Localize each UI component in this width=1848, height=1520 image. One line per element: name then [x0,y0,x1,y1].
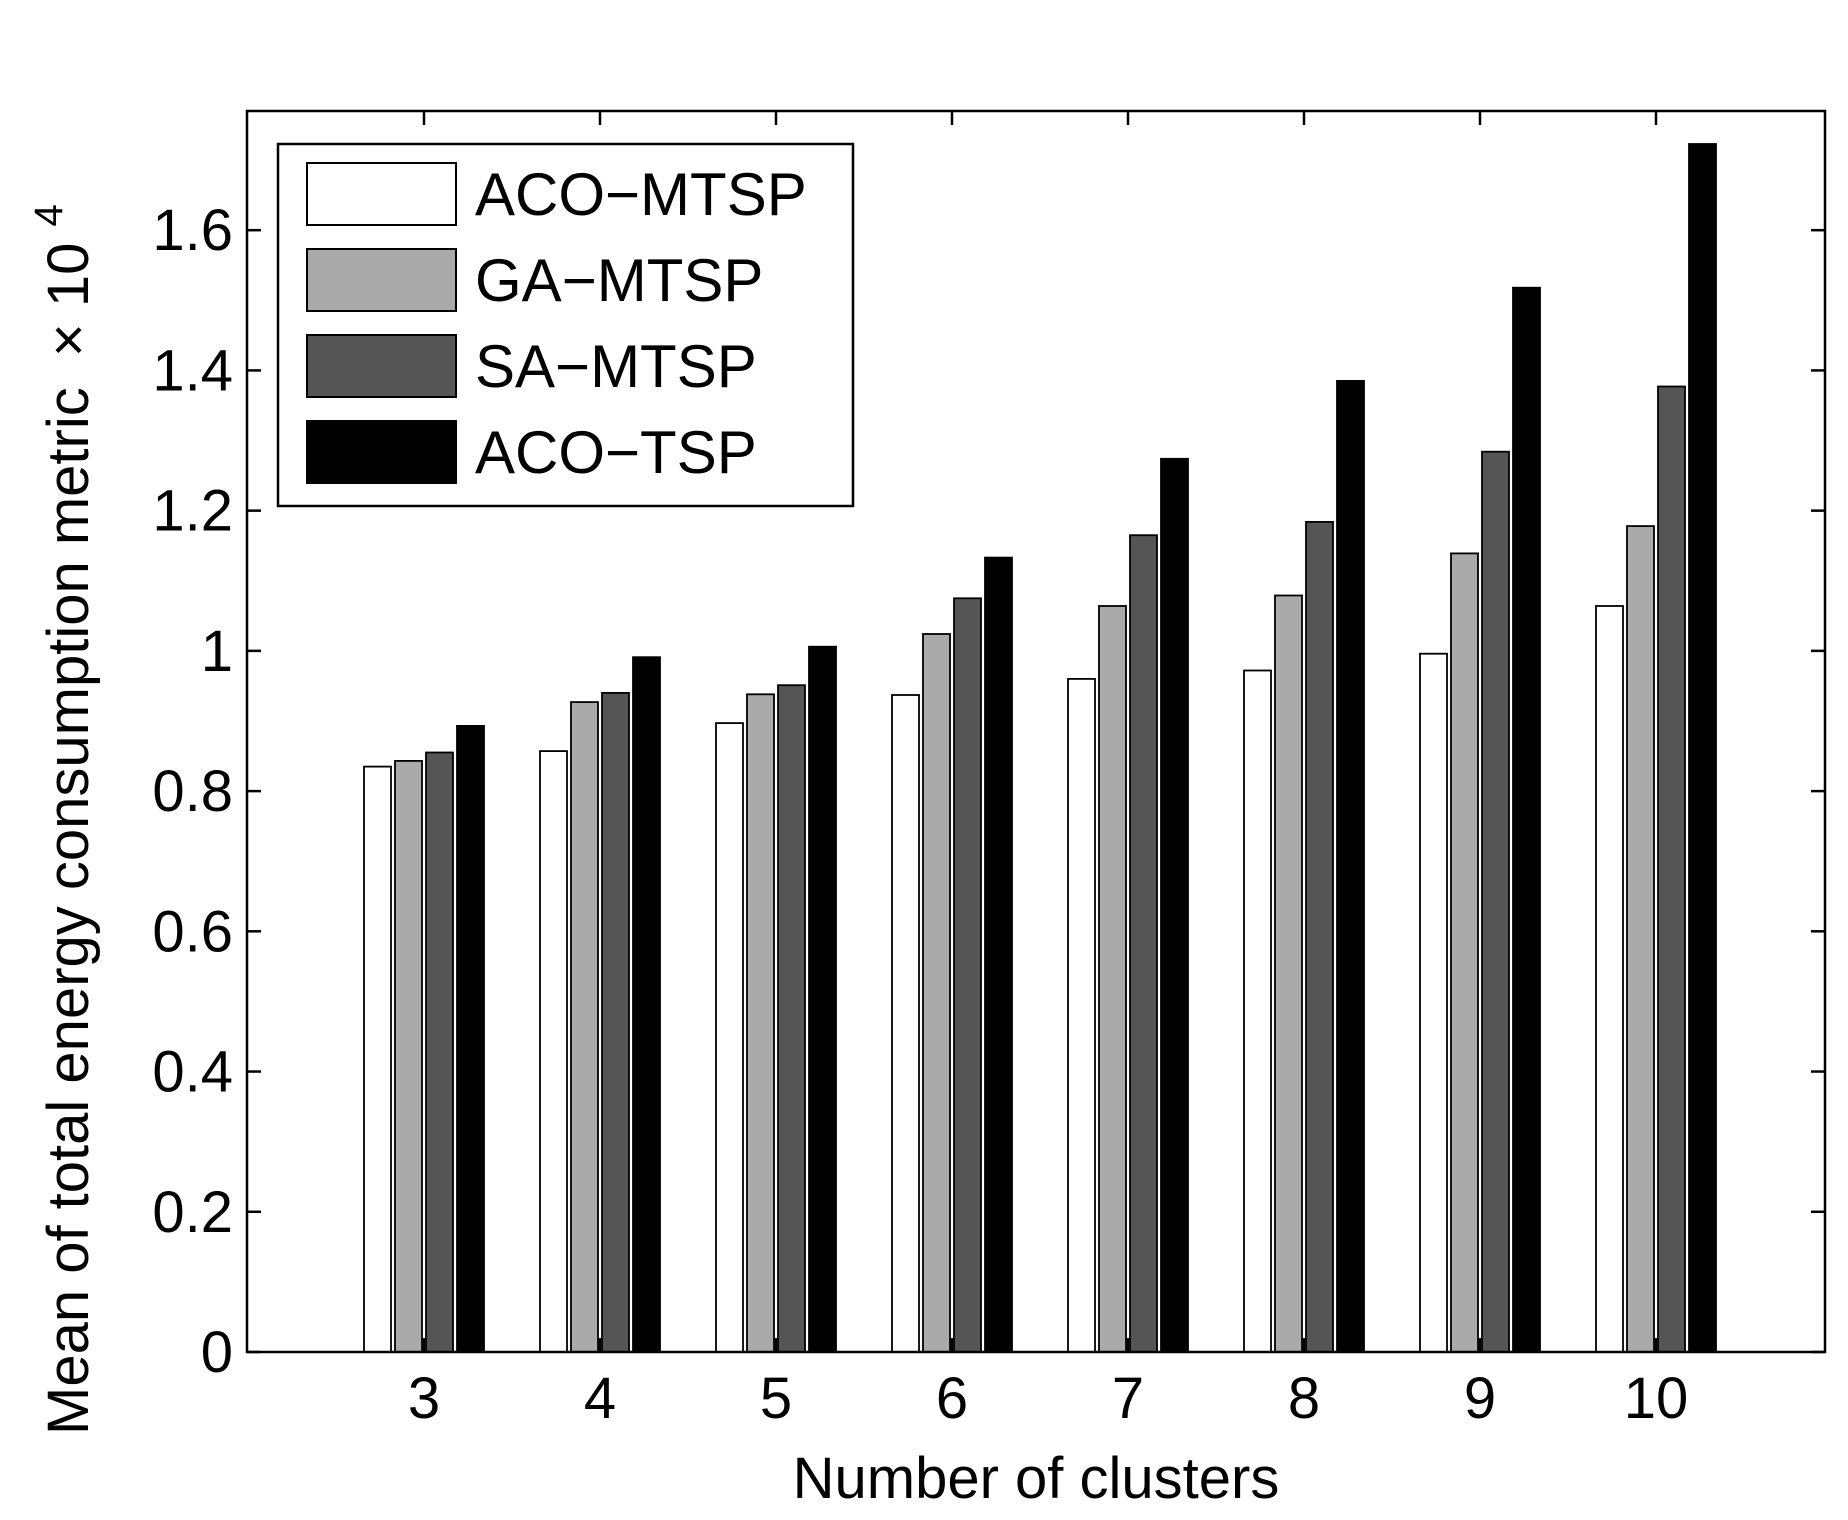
ticks-group [247,111,1825,1354]
y-axis-title-exponent: 4 [27,204,71,226]
bar-aco-tsp-6 [984,556,1013,1353]
bar-aco-tsp-8 [1336,379,1365,1353]
bar-ga-mtsp-6 [922,633,951,1353]
bar-aco-mtsp-4 [539,750,568,1353]
bar-sa-mtsp-7 [1129,534,1158,1353]
bar-sa-mtsp-5 [777,684,806,1353]
y-tick-label: 1.2 [152,479,233,544]
bar-sa-mtsp-10 [1657,385,1686,1353]
x-tick-label: 10 [1624,1366,1689,1431]
x-tick-label: 7 [1112,1366,1144,1431]
y-tick-label: 0.8 [152,759,233,824]
legend-label-sa-mtsp: SA−MTSP [475,333,757,400]
legend-swatch-aco-tsp [306,420,457,484]
bar-sa-mtsp-6 [953,597,982,1353]
plot-frame [245,109,1827,1354]
legend-label-aco-tsp: ACO−TSP [475,419,757,486]
y-axis-title: Mean of total energy consumption metric … [27,204,101,1435]
bar-sa-mtsp-3 [425,751,454,1353]
x-axis-title: Number of clusters [793,1446,1280,1511]
bar-ga-mtsp-4 [570,701,599,1353]
bar-sa-mtsp-9 [1481,450,1510,1353]
bar-sa-mtsp-8 [1305,521,1334,1353]
bar-aco-mtsp-6 [891,694,920,1353]
bar-aco-mtsp-10 [1595,605,1624,1353]
y-tick-label: 1 [201,619,233,684]
legend-swatch-sa-mtsp [306,334,457,398]
y-tick-labels: 0 0.2 0.4 0.6 0.8 1 1.2 1.4 1.6 [152,198,233,1385]
bar-aco-tsp-7 [1160,457,1189,1353]
x-tick-label: 8 [1288,1366,1320,1431]
y-tick-label: 0.6 [152,899,233,964]
x-tick-label: 3 [408,1366,440,1431]
legend-swatch-aco-mtsp [306,162,457,226]
legend-label-aco-mtsp: ACO−MTSP [475,161,807,228]
bar-aco-mtsp-7 [1067,678,1096,1353]
bar-ga-mtsp-5 [746,693,775,1353]
bar-ga-mtsp-3 [394,760,423,1353]
bar-ga-mtsp-8 [1274,594,1303,1353]
bar-aco-mtsp-9 [1419,652,1448,1353]
bar-ga-mtsp-10 [1626,525,1655,1353]
y-tick-label: 0.4 [152,1040,233,1105]
bar-sa-mtsp-4 [601,692,630,1353]
x-tick-label: 6 [936,1366,968,1431]
y-tick-label: 1.6 [152,198,233,263]
y-tick-label: 0 [201,1320,233,1385]
legend-label-ga-mtsp: GA−MTSP [475,247,763,314]
bar-aco-mtsp-5 [715,722,744,1353]
x-tick-labels: 3 4 5 6 7 8 9 10 [408,1366,1688,1431]
bar-aco-tsp-5 [808,645,837,1353]
x-tick-label: 5 [760,1366,792,1431]
bar-aco-mtsp-8 [1243,669,1272,1353]
y-tick-label: 0.2 [152,1180,233,1245]
x-tick-label: 4 [584,1366,616,1431]
bar-ga-mtsp-9 [1450,552,1479,1353]
y-axis-title-multiplier: × 10 [36,243,101,358]
y-tick-label: 1.4 [152,338,233,403]
bar-aco-mtsp-3 [363,765,392,1353]
bar-aco-tsp-3 [456,725,485,1353]
y-axis-title-text: Mean of total energy consumption metric [36,387,101,1435]
x-tick-label: 9 [1464,1366,1496,1431]
bar-ga-mtsp-7 [1098,605,1127,1353]
legend: ACO−MTSP GA−MTSP SA−MTSP ACO−TSP [276,142,855,508]
bar-aco-tsp-9 [1512,286,1541,1353]
bar-aco-tsp-10 [1688,143,1717,1353]
bar-aco-tsp-4 [632,656,661,1353]
bars-group [363,143,1717,1353]
legend-swatch-ga-mtsp [306,248,457,312]
